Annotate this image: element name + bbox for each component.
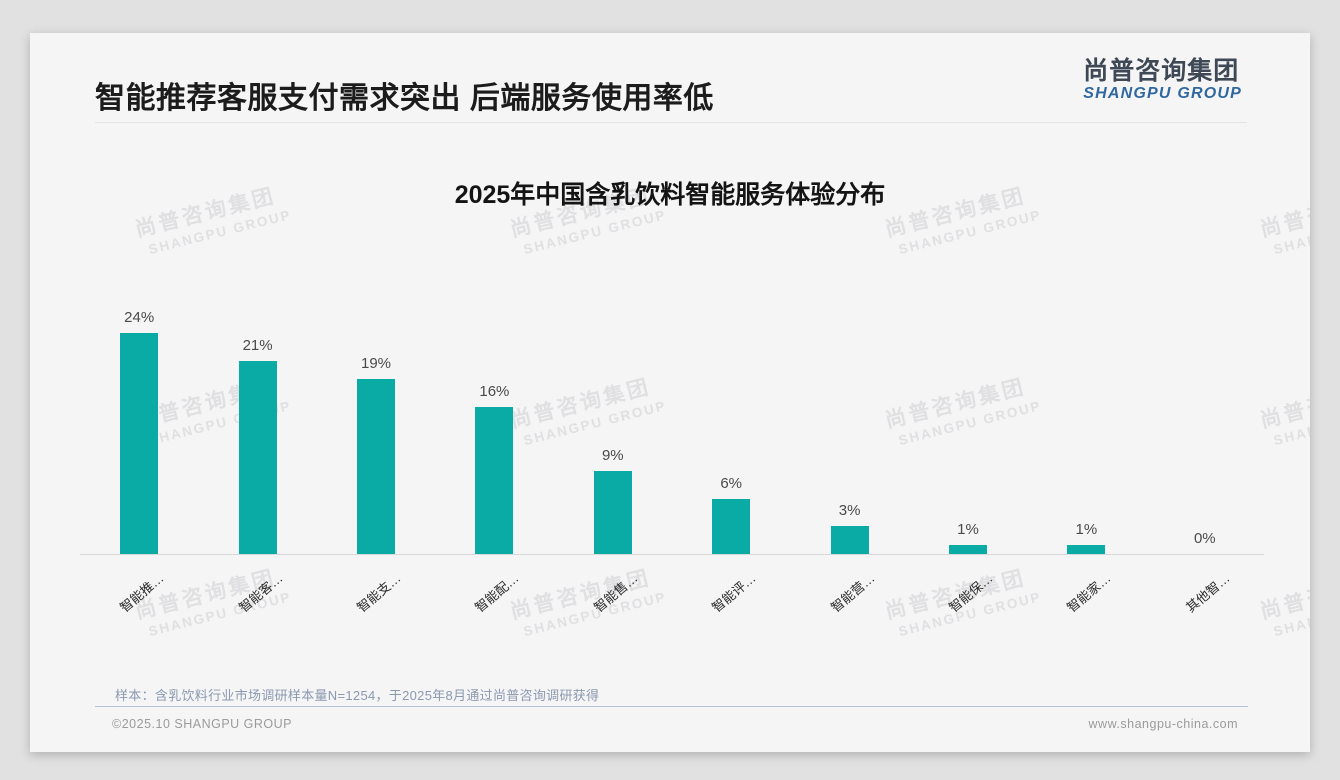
watermark-english-text: SHANGPU GROUP <box>1271 398 1310 449</box>
x-axis-label: 智能售… <box>590 570 641 616</box>
watermark-english-text: SHANGPU GROUP <box>146 207 294 258</box>
bar <box>593 471 632 554</box>
watermark-chinese-text: 尚普咨询集团 <box>1257 566 1310 624</box>
bar <box>475 406 514 554</box>
bar-chart-plot: 24% 21% 19% 16% 9% 6% 3% 1% 1% 0% <box>80 309 1264 554</box>
watermark-english-text: SHANGPU GROUP <box>521 207 669 258</box>
title-underline <box>95 122 1247 123</box>
watermark-english-text: SHANGPU GROUP <box>896 207 1044 258</box>
bar-value-label: 1% <box>957 520 979 538</box>
bar-value-label: 9% <box>601 447 624 465</box>
sample-note: 样本：含乳饮料行业市场调研样本量N=1254，于2025年8月通过尚普咨询调研获… <box>115 688 600 703</box>
bar-value-label: 1% <box>1075 520 1098 538</box>
watermark-chinese-text: 尚普咨询集团 <box>1257 375 1310 433</box>
watermark-english-text: SHANGPU GROUP <box>1271 207 1310 258</box>
x-axis-label: 其他智… <box>1182 570 1233 616</box>
company-logo: 尚普咨询集团 SHANGPU GROUP <box>1083 58 1242 103</box>
bar-value-label: 21% <box>242 336 273 354</box>
bar <box>949 544 987 554</box>
logo-english-name: SHANGPU GROUP <box>1083 85 1242 103</box>
x-axis-label: 智能营… <box>827 570 878 616</box>
x-axis-label: 智能支… <box>354 570 404 616</box>
bar <box>712 498 751 554</box>
copyright-text: ©2025.10 SHANGPU GROUP <box>112 717 292 731</box>
bar-value-label: 19% <box>360 355 392 373</box>
x-axis-label: 智能保… <box>946 570 996 616</box>
logo-chinese-name: 尚普咨询集团 <box>1083 57 1240 85</box>
website-url: www.shangpu-china.com <box>1088 717 1238 731</box>
bar <box>120 333 159 554</box>
footer-separator <box>95 706 1248 707</box>
bar-value-label: 0% <box>1193 530 1216 547</box>
bar-value-label: 16% <box>479 382 510 400</box>
bar-value-label: 6% <box>720 474 743 492</box>
bar-value-label: 24% <box>124 309 155 327</box>
x-axis-label: 智能评… <box>709 570 759 616</box>
x-axis-label: 智能家… <box>1064 570 1114 616</box>
page-title: 智能推荐客服支付需求突出 后端服务使用率低 <box>95 82 714 115</box>
bar-value-label: 3% <box>838 502 861 520</box>
bar <box>357 379 395 554</box>
report-slide: 尚普咨询集团 SHANGPU GROUP 尚普咨询集团 SHANGPU GROUP 尚普… <box>30 33 1310 752</box>
x-axis-label: 智能客… <box>235 570 286 616</box>
bar <box>238 360 277 554</box>
bar <box>830 526 869 554</box>
x-axis-label: 智能配… <box>472 570 522 616</box>
watermark-english-text: SHANGPU GROUP <box>1271 589 1310 640</box>
x-axis-line <box>80 554 1264 555</box>
x-axis-labels: 智能推… 智能客… 智能支… 智能配… 智能售… 智能评… 智能营… 智能保… 智能家… 其他智… <box>80 554 1264 669</box>
chart-title: 2025年中国含乳饮料智能服务体验分布 <box>454 181 886 209</box>
bar <box>1067 544 1106 554</box>
x-axis-label: 智能推… <box>117 570 167 616</box>
